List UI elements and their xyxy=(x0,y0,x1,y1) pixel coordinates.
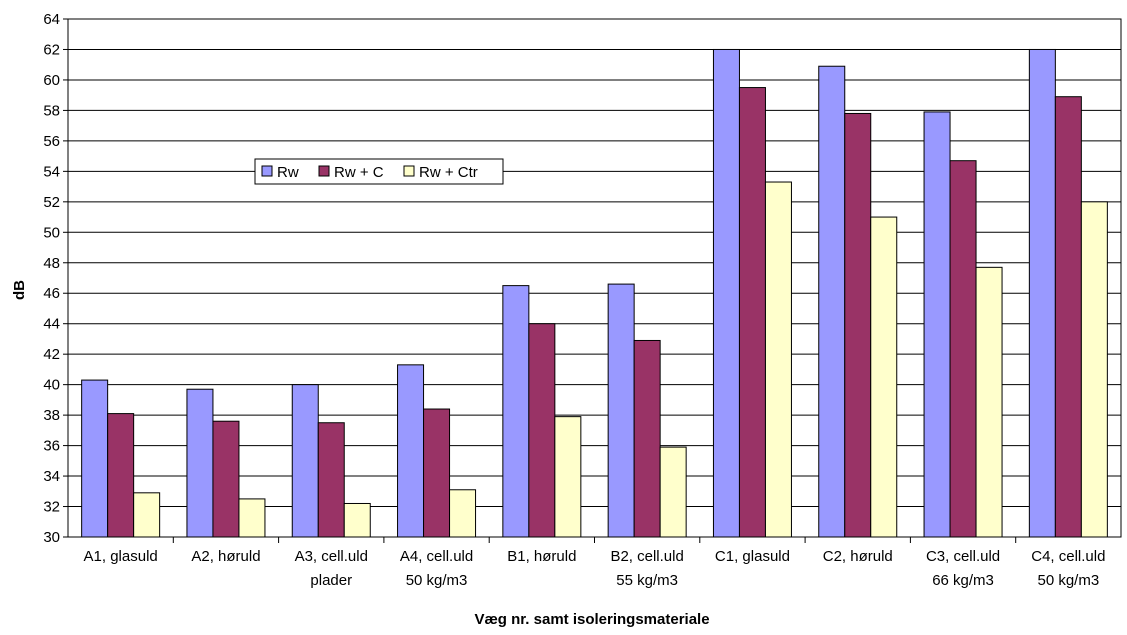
x-category-label: C1, glasuld xyxy=(715,548,790,565)
bar-3-9 xyxy=(975,266,1003,538)
bar-3-2 xyxy=(238,498,266,538)
bar-2-6 xyxy=(633,339,661,538)
bar-2-2 xyxy=(212,420,240,538)
x-category-label: A2, høruld xyxy=(191,548,260,565)
bar-1-5 xyxy=(502,285,530,538)
y-tick-label: 60 xyxy=(43,72,60,89)
x-category-label: A4, cell.uld xyxy=(400,548,473,565)
bar-3-3 xyxy=(343,502,371,538)
y-tick-label: 46 xyxy=(43,285,60,302)
y-tick-label: 30 xyxy=(43,529,60,546)
bar-3-7 xyxy=(764,181,792,538)
x-category-label: A1, glasuld xyxy=(84,548,158,565)
y-tick-label: 56 xyxy=(43,133,60,150)
bar-1-1 xyxy=(81,379,109,538)
bar-1-4 xyxy=(397,364,425,538)
x-category-label: 55 kg/m3 xyxy=(616,572,678,589)
y-tick-label: 34 xyxy=(43,468,60,485)
bar-1-2 xyxy=(186,388,214,538)
y-tick-label: 52 xyxy=(43,194,60,211)
x-axis-title: Væg nr. samt isoleringsmateriale xyxy=(474,611,709,628)
x-category-labels: A1, glasuld A2, høruld A3, cell.uld plader A… xyxy=(84,548,1106,589)
bar-1-10 xyxy=(1028,48,1056,538)
y-tick-label: 44 xyxy=(43,316,60,333)
bar-3-10 xyxy=(1080,201,1108,538)
y-tick-label: 64 xyxy=(43,11,60,28)
bar-2-10 xyxy=(1054,96,1082,538)
bar-1-7 xyxy=(712,48,740,538)
y-tick-label: 40 xyxy=(43,377,60,394)
x-category-label: B2, cell.uld xyxy=(610,548,683,565)
y-tick-label: 62 xyxy=(43,41,60,58)
y-tick-label: 48 xyxy=(43,255,60,272)
bar-2-9 xyxy=(949,160,977,538)
bar-2-7 xyxy=(738,87,766,538)
x-category-label: A3, cell.uld xyxy=(295,548,368,565)
y-tick-label: 54 xyxy=(43,163,60,180)
legend-swatch-3 xyxy=(403,165,415,177)
x-category-label: plader xyxy=(310,572,352,589)
bar-1-3 xyxy=(291,384,319,538)
bar-1-8 xyxy=(818,65,846,538)
bar-3-4 xyxy=(449,489,477,538)
bar-3-5 xyxy=(554,416,582,538)
x-category-label: B1, høruld xyxy=(507,548,576,565)
y-tick-label: 42 xyxy=(43,346,60,363)
bar-1-9 xyxy=(923,111,951,538)
x-category-label: C3, cell.uld xyxy=(926,548,1000,565)
y-tick-label: 36 xyxy=(43,438,60,455)
y-tick-label: 38 xyxy=(43,407,60,424)
bars xyxy=(81,48,1108,538)
y-tick-label: 32 xyxy=(43,499,60,516)
bar-3-1 xyxy=(133,492,161,538)
axes xyxy=(63,18,1122,543)
bar-3-8 xyxy=(870,216,898,538)
legend-box xyxy=(254,158,504,185)
x-category-label: 50 kg/m3 xyxy=(1037,572,1099,589)
x-category-label: 66 kg/m3 xyxy=(932,572,994,589)
legend-label-2: Rw + C xyxy=(334,164,384,181)
y-tick-label: 50 xyxy=(43,224,60,241)
y-tick-label: 58 xyxy=(43,102,60,119)
bar-3-6 xyxy=(659,446,687,538)
y-axis-title: dB xyxy=(11,280,28,300)
bar-2-4 xyxy=(423,408,451,538)
bar-2-5 xyxy=(528,323,556,538)
legend-swatch-2 xyxy=(318,165,330,177)
x-category-label: C2, høruld xyxy=(823,548,893,565)
bar-1-6 xyxy=(607,283,635,538)
y-tick-labels: 30 32 34 36 38 40 42 44 46 48 50 52 54 56 58 60 62 64 xyxy=(43,11,60,546)
legend-label-3: Rw + Ctr xyxy=(419,164,478,181)
bar-2-1 xyxy=(107,413,135,538)
legend-label-1: Rw xyxy=(277,164,299,181)
x-category-label: 50 kg/m3 xyxy=(406,572,468,589)
bar-2-8 xyxy=(844,112,872,538)
legend-swatch-1 xyxy=(261,165,273,177)
bar-2-3 xyxy=(317,422,345,538)
x-category-label: C4, cell.uld xyxy=(1031,548,1105,565)
legend: Rw Rw + C Rw + Ctr xyxy=(254,158,504,185)
